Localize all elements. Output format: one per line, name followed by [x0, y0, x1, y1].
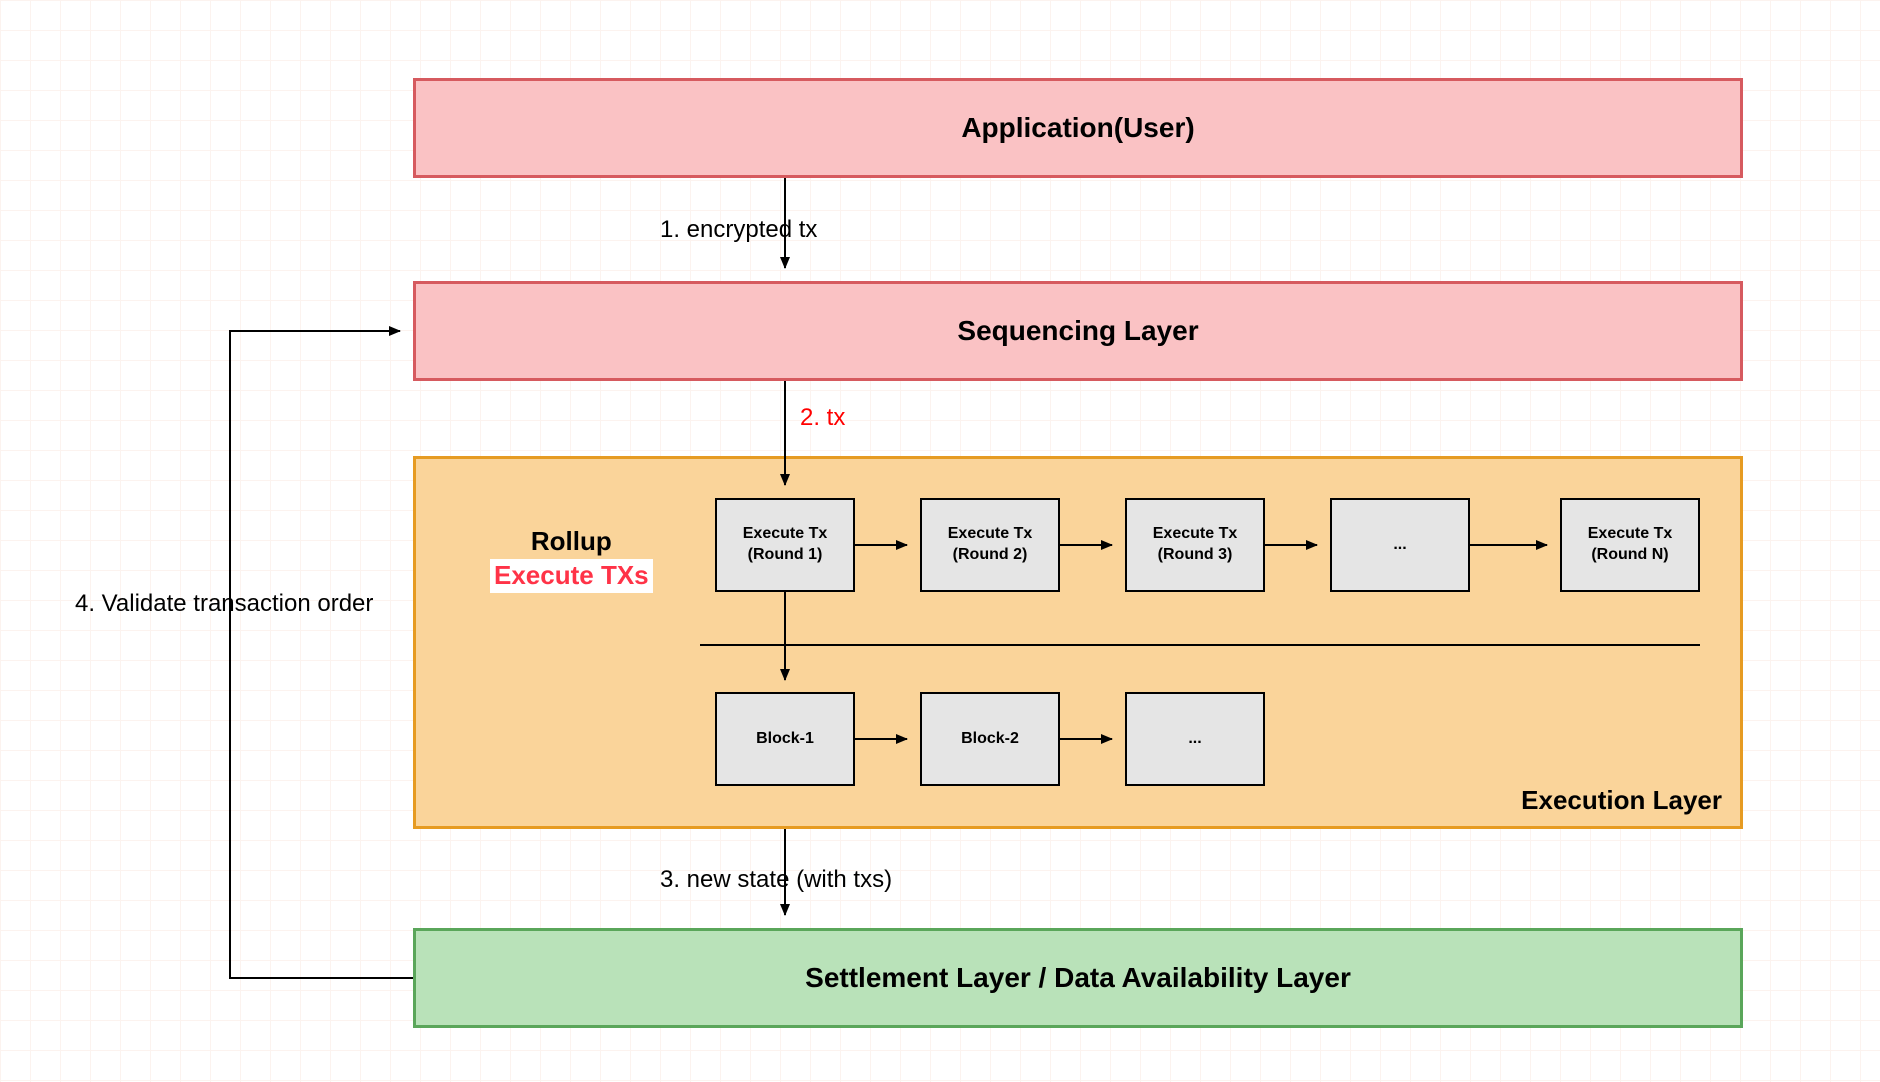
diagram-canvas: Application(User) Sequencing Layer Execu…	[0, 0, 1880, 1082]
exec-row2-box-1: Block-2	[920, 692, 1060, 786]
edge-label-e2: 2. tx	[800, 404, 845, 432]
sequencing-layer-label: Sequencing Layer	[957, 315, 1198, 347]
exec-row2-box-2: ...	[1125, 692, 1265, 786]
application-layer-label: Application(User)	[961, 112, 1194, 144]
rollup-label-line2: Execute TXs	[490, 559, 653, 593]
edge-label-e1: 1. encrypted tx	[660, 216, 817, 244]
settlement-layer-label: Settlement Layer / Data Availability Lay…	[805, 962, 1351, 994]
exec-row1-box-1: Execute Tx(Round 2)	[920, 498, 1060, 592]
edge-label-e3: 3. new state (with txs)	[660, 866, 892, 894]
edge-e4	[230, 331, 413, 978]
exec-row1-box-0: Execute Tx(Round 1)	[715, 498, 855, 592]
exec-row1-box-3: ...	[1330, 498, 1470, 592]
exec-row1-box-2: Execute Tx(Round 3)	[1125, 498, 1265, 592]
execution-layer-label: Execution Layer	[1521, 785, 1722, 816]
exec-row1-box-4: Execute Tx(Round N)	[1560, 498, 1700, 592]
exec-row2-box-0: Block-1	[715, 692, 855, 786]
edge-label-e4: 4. Validate transaction order	[75, 590, 373, 618]
settlement-layer-box: Settlement Layer / Data Availability Lay…	[413, 928, 1743, 1028]
rollup-label-line1: Rollup	[490, 525, 653, 559]
application-layer-box: Application(User)	[413, 78, 1743, 178]
rollup-label: Rollup Execute TXs	[490, 525, 653, 593]
sequencing-layer-box: Sequencing Layer	[413, 281, 1743, 381]
execution-layer-box: Execution Layer	[413, 456, 1743, 829]
